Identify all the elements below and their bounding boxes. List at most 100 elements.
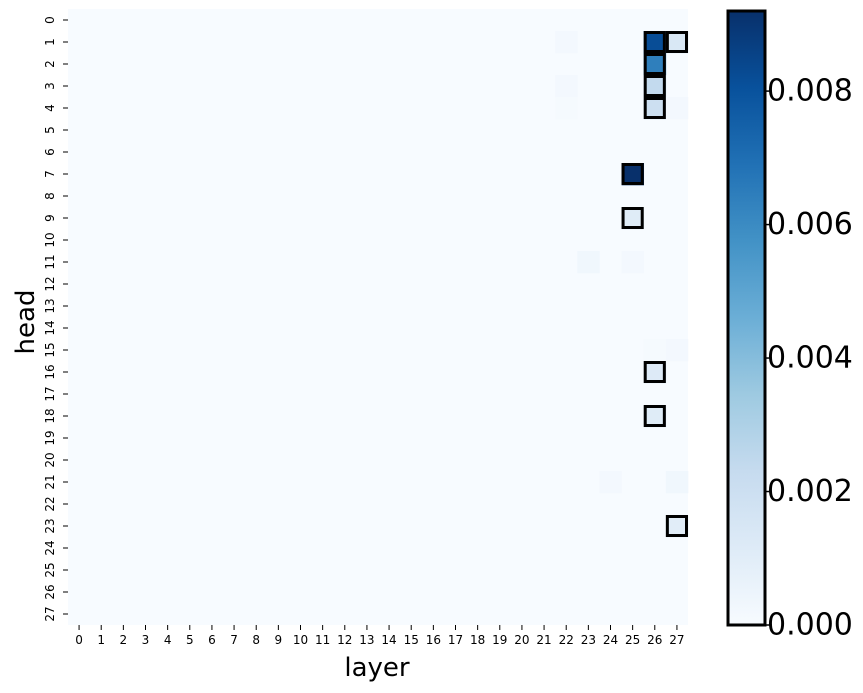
y-tick-label: 26 (43, 584, 57, 599)
highlight-box (643, 97, 666, 119)
x-tick-label: 23 (581, 633, 596, 647)
heatmap-cell (555, 97, 578, 120)
heatmap-cell (643, 339, 667, 362)
y-tick-label: 4 (43, 104, 57, 112)
x-tick-label: 27 (669, 633, 684, 647)
colorbar-tick-label: 0.002 (767, 474, 853, 509)
heatmap-cell (643, 97, 667, 120)
heatmap-cell (665, 471, 689, 494)
heatmap-cell (665, 339, 689, 362)
y-tick-label: 2 (43, 60, 57, 68)
x-tick-label: 1 (97, 633, 105, 647)
highlight-box (665, 31, 688, 53)
x-tick-label: 2 (120, 633, 128, 647)
y-axis-ticks: 0123456789101112131415161718192021222324… (43, 16, 68, 622)
highlight-box (643, 31, 666, 53)
y-tick-label: 24 (43, 540, 57, 555)
heatmap-cell (621, 163, 645, 186)
y-tick-label: 14 (43, 320, 57, 335)
highlight-box (665, 515, 688, 537)
y-tick-label: 18 (43, 408, 57, 423)
heatmap-cell (555, 31, 578, 54)
x-tick-label: 14 (381, 633, 396, 647)
highlight-box (643, 75, 666, 97)
y-tick-label: 16 (43, 364, 57, 379)
highlight-box (643, 53, 666, 75)
x-tick-label: 17 (448, 633, 463, 647)
x-tick-label: 8 (252, 633, 260, 647)
x-tick-label: 15 (404, 633, 419, 647)
x-axis-label: layer (344, 653, 410, 683)
x-tick-label: 4 (164, 633, 172, 647)
x-tick-label: 9 (275, 633, 283, 647)
colorbar-ticks: 0.000 0.002 0.004 0.006 0.008 (765, 74, 853, 643)
y-tick-label: 9 (43, 214, 57, 222)
colorbar-frame (726, 9, 767, 627)
x-tick-label: 16 (426, 633, 441, 647)
y-tick-label: 13 (43, 298, 57, 313)
y-tick-label: 5 (43, 126, 57, 134)
heatmap-cells (555, 31, 689, 538)
y-tick-label: 8 (43, 192, 57, 200)
colorbar-tick-label: 0.000 (767, 608, 853, 643)
x-tick-label: 25 (625, 633, 640, 647)
heatmap-cell (621, 251, 645, 274)
highlight-box (621, 207, 644, 229)
highlight-box (643, 361, 666, 383)
colorbar: 0.000 0.002 0.004 0.006 0.008 (726, 9, 853, 643)
highlight-boxes (621, 31, 688, 537)
y-tick-label: 3 (43, 82, 57, 90)
y-tick-label: 7 (43, 170, 57, 178)
x-tick-label: 21 (536, 633, 551, 647)
y-tick-label: 1 (43, 38, 57, 46)
heatmap-cell (555, 75, 578, 98)
heatmap-cell (643, 31, 667, 54)
x-tick-label: 10 (293, 633, 308, 647)
x-tick-label: 13 (359, 633, 374, 647)
y-tick-label: 17 (43, 386, 57, 401)
y-tick-label: 11 (43, 254, 57, 269)
y-tick-label: 19 (43, 430, 57, 445)
x-tick-label: 20 (514, 633, 529, 647)
x-axis-ticks: 0 1 2 3 4 5 6 7 8 9 10 11 12 13 14 15 16 17 18 19 20 21 22 23 24… (75, 625, 685, 647)
heatmap-cell (599, 471, 622, 494)
heatmap-cell (665, 515, 689, 538)
x-tick-label: 24 (603, 633, 618, 647)
y-tick-label: 22 (43, 496, 57, 511)
heatmap-base (68, 9, 688, 625)
x-tick-label: 26 (647, 633, 662, 647)
x-tick-label: 7 (230, 633, 238, 647)
x-tick-label: 3 (142, 633, 150, 647)
colorbar-tick-label: 0.008 (767, 74, 853, 109)
x-tick-label: 18 (470, 633, 485, 647)
heatmap-cell (665, 97, 689, 120)
heatmap-cell (643, 75, 667, 98)
x-tick-label: 11 (315, 633, 330, 647)
x-tick-label: 6 (208, 633, 216, 647)
x-tick-label: 5 (186, 633, 194, 647)
heatmap-cell (643, 405, 667, 428)
highlight-box (643, 405, 666, 427)
colorbar-tick-label: 0.006 (767, 207, 853, 242)
y-tick-label: 25 (43, 562, 57, 577)
y-tick-label: 15 (43, 342, 57, 357)
heatmap-cell (643, 361, 667, 384)
y-tick-label: 10 (43, 232, 57, 247)
x-tick-label: 0 (75, 633, 83, 647)
y-tick-label: 21 (43, 474, 57, 489)
colorbar-tick-label: 0.004 (767, 341, 853, 376)
x-tick-label: 12 (337, 633, 352, 647)
heatmap-cell (621, 207, 645, 230)
heatmap-cell (665, 31, 689, 54)
x-tick-label: 22 (559, 633, 574, 647)
y-tick-label: 23 (43, 518, 57, 533)
heatmap-cell (643, 53, 667, 76)
y-tick-label: 6 (43, 148, 57, 156)
heatmap-background (68, 9, 688, 625)
x-tick-label: 19 (492, 633, 507, 647)
y-tick-label: 20 (43, 452, 57, 467)
y-tick-label: 0 (43, 16, 57, 24)
y-axis-label: head (11, 290, 41, 355)
y-tick-label: 12 (43, 276, 57, 291)
